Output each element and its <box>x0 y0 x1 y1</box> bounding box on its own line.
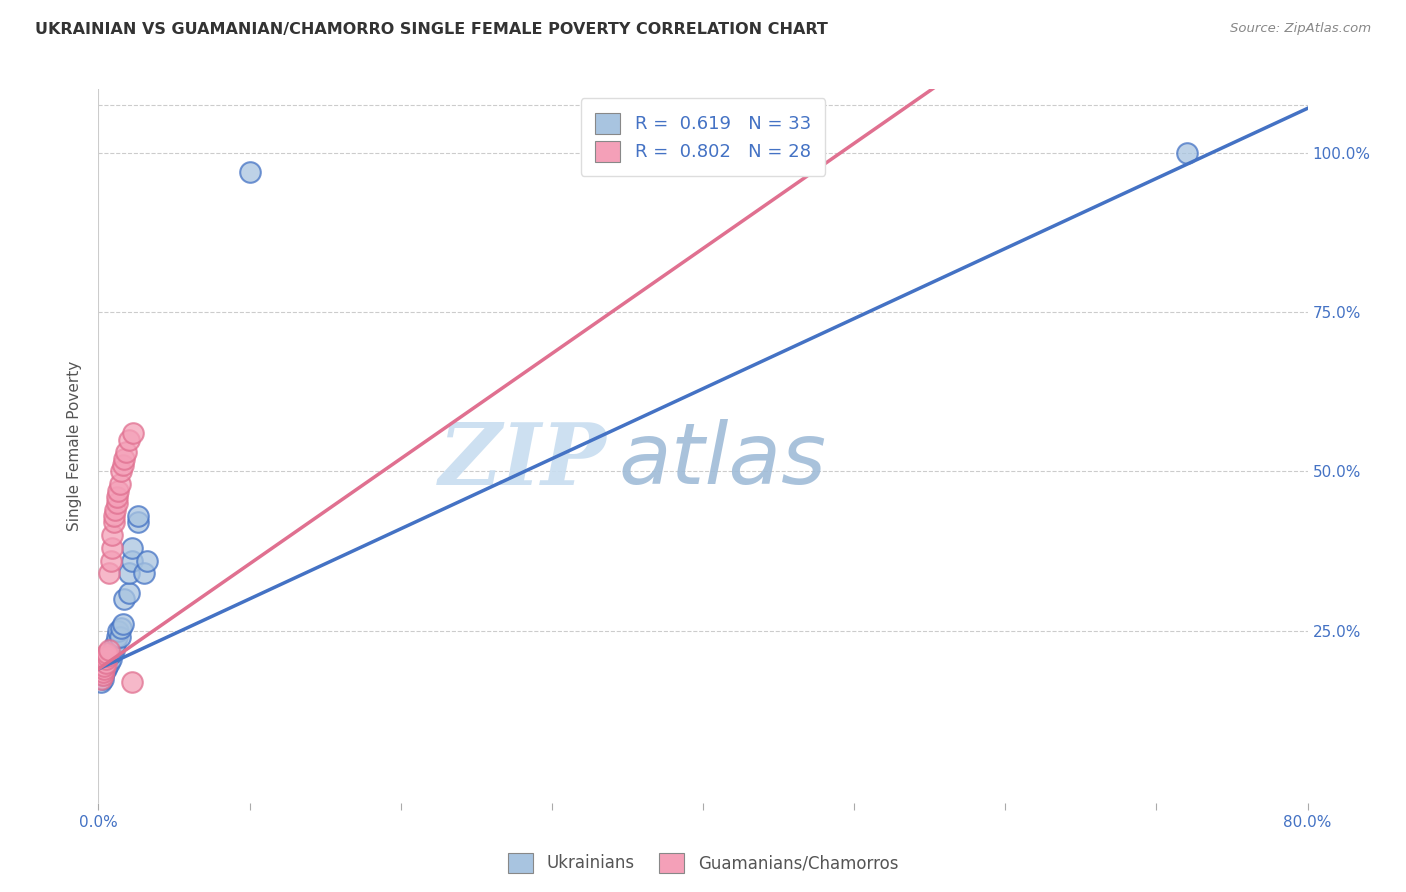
Point <box>101 541 124 555</box>
Point <box>98 656 121 670</box>
Text: Source: ZipAtlas.com: Source: ZipAtlas.com <box>1230 22 1371 36</box>
Point <box>100 554 122 568</box>
Point <box>90 672 112 686</box>
Point <box>110 621 132 635</box>
Point <box>94 656 117 670</box>
Point <box>112 591 135 606</box>
Point <box>112 451 135 466</box>
Point <box>98 649 121 664</box>
Point <box>100 652 122 666</box>
Point <box>90 674 112 689</box>
Legend: Ukrainians, Guamanians/Chamorros: Ukrainians, Guamanians/Chamorros <box>501 847 905 880</box>
Point <box>94 658 117 673</box>
Point <box>93 662 115 676</box>
Point <box>122 426 145 441</box>
Point <box>101 528 124 542</box>
Point <box>132 566 155 581</box>
Point <box>107 483 129 498</box>
Point <box>118 433 141 447</box>
Text: ZIP: ZIP <box>439 418 606 502</box>
Point <box>94 652 117 666</box>
Point <box>127 509 149 524</box>
Point <box>91 668 114 682</box>
Point <box>118 585 141 599</box>
Point <box>103 509 125 524</box>
Point <box>96 656 118 670</box>
Point <box>111 458 134 472</box>
Point <box>111 617 134 632</box>
Point <box>93 662 115 676</box>
Point <box>121 541 143 555</box>
Point <box>101 646 124 660</box>
Point <box>239 165 262 179</box>
Point <box>94 662 117 676</box>
Text: atlas: atlas <box>619 418 827 502</box>
Point <box>103 516 125 530</box>
Point <box>96 649 118 664</box>
Point <box>98 643 121 657</box>
Point <box>104 636 127 650</box>
Point <box>91 668 114 682</box>
Point <box>96 658 118 673</box>
Point <box>105 496 128 510</box>
Point <box>103 640 125 654</box>
Point <box>91 672 114 686</box>
Point <box>100 646 122 660</box>
Point <box>105 630 128 644</box>
Text: UKRAINIAN VS GUAMANIAN/CHAMORRO SINGLE FEMALE POVERTY CORRELATION CHART: UKRAINIAN VS GUAMANIAN/CHAMORRO SINGLE F… <box>35 22 828 37</box>
Point <box>96 646 118 660</box>
Point <box>121 674 143 689</box>
Point <box>121 554 143 568</box>
Point <box>107 624 129 638</box>
Point <box>135 554 157 568</box>
Point <box>103 643 125 657</box>
Point <box>108 477 131 491</box>
Point <box>93 658 115 673</box>
Point <box>118 566 141 581</box>
Y-axis label: Single Female Poverty: Single Female Poverty <box>67 361 83 531</box>
Legend: R =  0.619   N = 33, R =  0.802   N = 28: R = 0.619 N = 33, R = 0.802 N = 28 <box>581 98 825 176</box>
Point <box>98 566 121 581</box>
Point <box>114 445 136 459</box>
Point <box>108 630 131 644</box>
Point <box>105 490 128 504</box>
Point <box>91 665 114 680</box>
Point <box>104 502 127 516</box>
Point <box>127 516 149 530</box>
Point <box>1175 145 1198 160</box>
Point <box>93 665 115 680</box>
Point <box>110 465 132 479</box>
